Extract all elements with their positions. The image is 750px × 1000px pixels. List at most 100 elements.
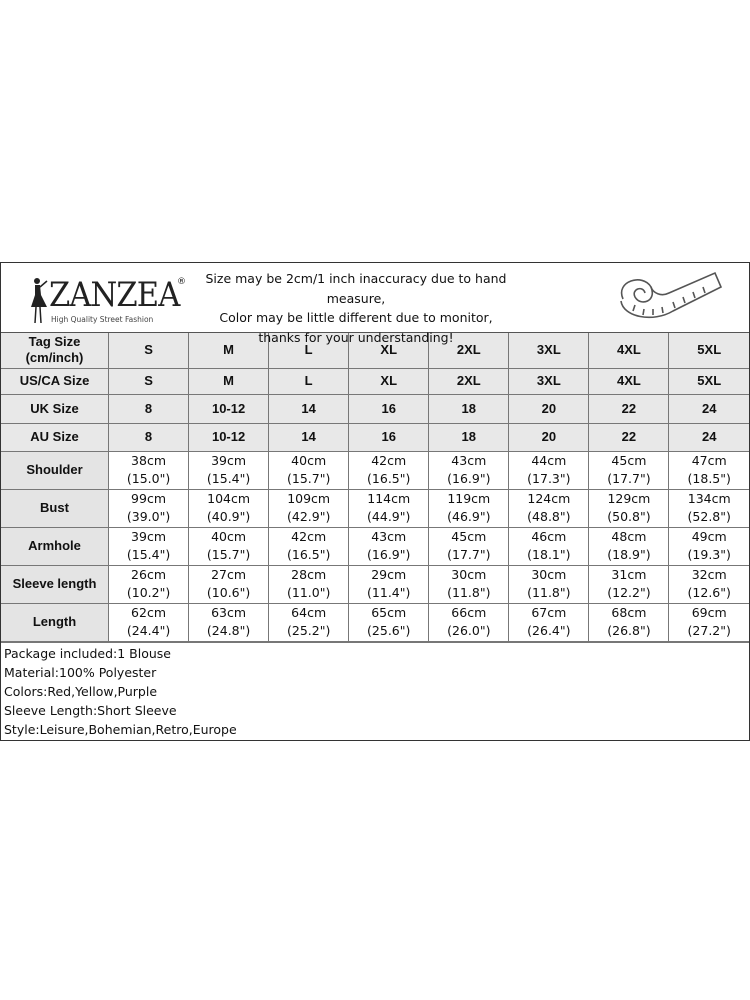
cm-value: 62cm (131, 605, 167, 620)
row-label: AU Size (1, 422, 109, 452)
measurement-cell: 62cm (24.4") (107, 602, 190, 642)
measurement-cell: 30cm (11.8") (508, 564, 590, 604)
cm-value: 39cm (211, 453, 247, 468)
measurement-cell: 28cm (11.0") (268, 564, 350, 604)
measurement-cell: 104cm (40.9") (188, 488, 270, 528)
cm-value: 46cm (531, 529, 567, 544)
measurement-cell: 124cm (48.8") (508, 488, 590, 528)
inch-value: (48.8") (527, 509, 571, 524)
cm-value: 99cm (131, 491, 167, 506)
cm-value: 40cm (211, 529, 247, 544)
inch-value: (39.0") (126, 509, 171, 524)
inch-value: (50.8") (607, 509, 651, 524)
cm-value: 69cm (691, 605, 727, 620)
cm-value: 64cm (291, 605, 327, 620)
cm-value: 63cm (211, 605, 247, 620)
cm-value: 104cm (207, 491, 251, 506)
inch-value: (15.4") (206, 471, 251, 486)
cm-value: 40cm (291, 453, 327, 468)
cm-value: 26cm (131, 567, 167, 582)
measurement-cell: 68cm (26.8") (588, 602, 670, 642)
measurement-cell: 134cm (52.8") (668, 488, 749, 528)
size-table: Tag Size (cm/inch) S M L XL 2XL 3XL 4XL 5XL US/CA… (1, 333, 749, 642)
size-cell: 14 (268, 393, 350, 424)
size-cell: 18 (428, 393, 510, 424)
inch-value: (26.8") (607, 623, 651, 638)
size-row: US/CA Size S M L XL 2XL 3XL 4XL 5XL (1, 367, 749, 395)
size-cell: 16 (348, 393, 430, 424)
row-label: Armhole (1, 526, 109, 566)
row-label: Sleeve length (1, 564, 109, 604)
measurement-cell: 46cm (18.1") (508, 526, 590, 566)
size-cell: 2XL (428, 333, 510, 369)
measurement-row: Length 62cm (24.4") 63cm (24.8") 64cm (25.2") 6… (1, 602, 749, 642)
measurement-cell: 47cm (18.5") (668, 450, 749, 490)
size-cell: 14 (268, 422, 350, 452)
size-cell: 10-12 (188, 393, 270, 424)
measurement-cell: 39cm (15.4") (107, 526, 190, 566)
inch-value: (40.9") (206, 509, 251, 524)
colors: Colors:Red,Yellow,Purple (4, 683, 158, 699)
measurement-cell: 39cm (15.4") (188, 450, 270, 490)
cm-value: 114cm (367, 491, 411, 506)
size-row: UK Size 8 10-12 14 16 18 20 22 24 (1, 393, 749, 424)
material: Material:100% Polyester (4, 664, 157, 680)
inch-value: (16.9") (367, 547, 411, 562)
inch-value: (16.9") (447, 471, 491, 486)
style: Style:Leisure,Bohemian,Retro,Europe (4, 722, 237, 738)
measurement-cell: 67cm (26.4") (508, 602, 590, 642)
inch-value: (15.7") (286, 471, 331, 486)
measurement-row: Bust 99cm (39.0") 104cm (40.9") 109cm (42.9") 1… (1, 488, 749, 528)
inch-value: (15.4") (126, 547, 171, 562)
measurement-cell: 63cm (24.8") (188, 602, 270, 642)
cm-value: 39cm (131, 529, 167, 544)
cm-value: 43cm (451, 453, 487, 468)
measurement-cell: 32cm (12.6") (668, 564, 749, 604)
measurement-row: Sleeve length 26cm (10.2") 27cm (10.6") 28cm (… (1, 564, 749, 604)
measurement-cell: 43cm (16.9") (428, 450, 510, 490)
measurement-cell: 42cm (16.5") (268, 526, 350, 566)
inch-value: (46.9") (447, 509, 491, 524)
size-cell: XL (348, 367, 430, 395)
measurement-cell: 64cm (25.2") (268, 602, 350, 642)
inch-value: (11.8") (527, 585, 571, 600)
cm-value: 124cm (527, 491, 571, 506)
brand-tagline: High Quality Street Fashion (51, 315, 154, 324)
measurement-cell: 44cm (17.3") (508, 450, 590, 490)
registered-mark: ® (177, 277, 186, 287)
cm-value: 109cm (287, 491, 331, 506)
cm-value: 134cm (687, 491, 731, 506)
size-cell: 8 (107, 393, 190, 424)
inch-value: (25.2") (286, 623, 331, 638)
size-cell: M (188, 333, 270, 369)
measurement-notice: Size may be 2cm/1 inch inaccuracy due to… (191, 269, 521, 347)
inch-value: (15.7") (206, 547, 251, 562)
inch-value: (11.0") (286, 585, 331, 600)
row-label: Shoulder (1, 450, 109, 490)
inch-value: (10.6") (206, 585, 251, 600)
brand-name: ZANZEA (49, 275, 180, 315)
inch-value: (25.6") (367, 623, 411, 638)
cm-value: 28cm (291, 567, 327, 582)
inch-value: (17.7") (447, 547, 491, 562)
inch-value: (52.8") (687, 509, 731, 524)
inch-value: (17.3") (527, 471, 571, 486)
size-cell: XL (348, 333, 430, 369)
measurement-cell: 45cm (17.7") (428, 526, 510, 566)
size-row: Tag Size (cm/inch) S M L XL 2XL 3XL 4XL 5XL (1, 333, 749, 369)
size-cell: L (268, 333, 350, 369)
size-chart: ZANZEA ® High Quality Street Fashion Siz… (0, 262, 750, 741)
inch-value: (11.8") (447, 585, 491, 600)
measurement-cell: 48cm (18.9") (588, 526, 670, 566)
cm-value: 45cm (451, 529, 487, 544)
size-cell: 20 (508, 422, 590, 452)
size-cell: 16 (348, 422, 430, 452)
measurement-cell: 66cm (26.0") (428, 602, 510, 642)
cm-value: 42cm (291, 529, 327, 544)
inch-value: (10.2") (126, 585, 171, 600)
measurement-cell: 31cm (12.2") (588, 564, 670, 604)
size-cell: 3XL (508, 333, 590, 369)
measurement-cell: 99cm (39.0") (107, 488, 190, 528)
inch-value: (12.2") (607, 585, 651, 600)
size-cell: M (188, 367, 270, 395)
